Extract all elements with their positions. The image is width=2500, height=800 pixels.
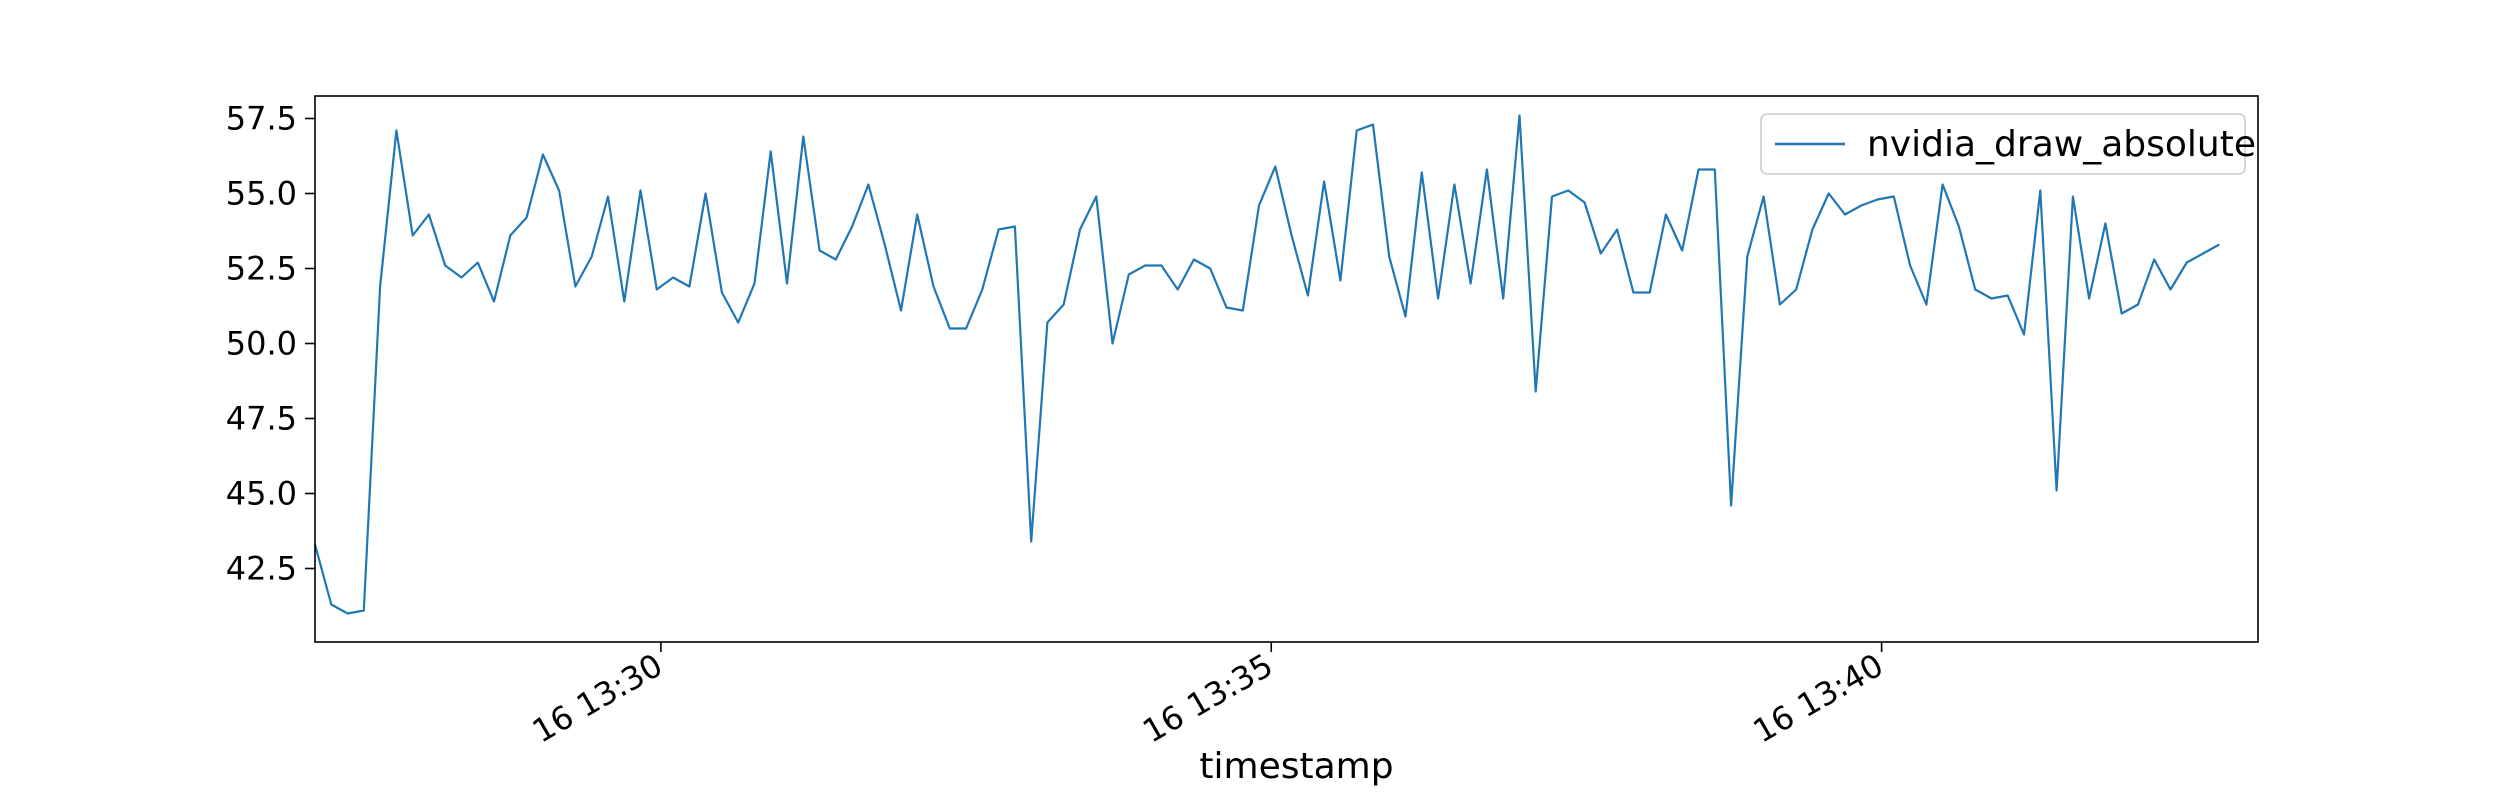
y-tick-label: 50.0: [226, 325, 297, 363]
series-line-nvidia-draw-absolute: [313, 114, 2220, 615]
y-tick-label: 42.5: [226, 550, 297, 588]
y-axis: 42.5 45.0 47.5 50.0 52.5 55.0 57.5: [226, 100, 315, 588]
legend-label: nvidia_draw_absolute: [1867, 124, 2256, 165]
y-tick-label: 47.5: [226, 400, 297, 438]
y-tick-label: 55.0: [226, 175, 297, 213]
y-tick-label: 52.5: [226, 250, 297, 288]
legend: nvidia_draw_absolute: [1760, 113, 2256, 175]
y-tick-label: 57.5: [226, 100, 297, 138]
legend-box: [1760, 113, 2246, 175]
plot-frame: [314, 95, 2259, 643]
series-layer: [313, 114, 2220, 615]
x-axis-title: timestamp: [1199, 746, 1393, 787]
y-tick-label: 45.0: [226, 475, 297, 513]
